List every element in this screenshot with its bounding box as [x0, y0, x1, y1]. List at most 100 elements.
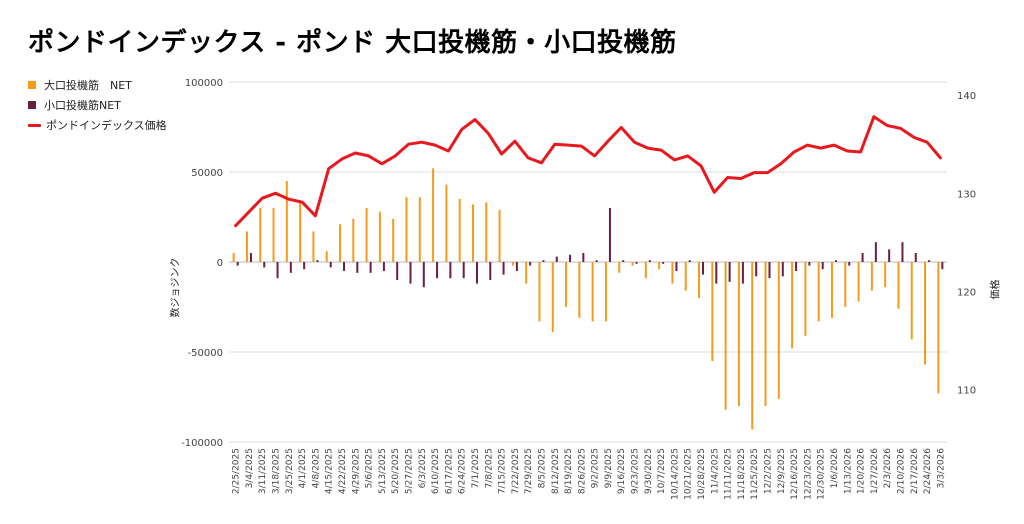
bar-small [582, 253, 585, 262]
bar-large [285, 181, 288, 262]
x-tick-label: 9/2/2025 [591, 448, 601, 488]
x-tick-label: 8/19/2025 [564, 448, 574, 494]
bar-large [578, 262, 581, 318]
bar-small [502, 262, 505, 275]
bar-large [724, 262, 727, 410]
x-tick-label: 9/16/2025 [617, 448, 627, 494]
x-tick-label: 1/6/2026 [830, 448, 840, 489]
bar-large [671, 262, 674, 284]
bar-large [910, 262, 913, 340]
bar-small [781, 262, 784, 277]
bar-small [542, 260, 545, 262]
bar-small [928, 260, 931, 262]
x-tick-label: 7/15/2025 [498, 448, 508, 494]
bar-small [914, 253, 917, 262]
bar-large [830, 262, 833, 318]
x-tick-label: 7/22/2025 [511, 448, 521, 494]
bar-large [325, 251, 328, 262]
legend-label-price: ポンドインデックス価格 [46, 119, 167, 132]
x-tick-label: 3/25/2025 [285, 448, 295, 494]
bar-small [901, 242, 904, 262]
bar-small [396, 262, 399, 280]
x-tick-label: 4/8/2025 [311, 448, 321, 488]
bar-large [498, 209, 501, 262]
legend-label-small: 小口投機筋NET [44, 99, 121, 112]
bar-large [591, 262, 594, 322]
bar-small [303, 262, 306, 270]
bar-large [299, 200, 302, 262]
bar-small [688, 260, 691, 262]
y-tick-label: -50000 [188, 348, 223, 359]
bar-large [604, 262, 607, 322]
x-tick-label: 12/2/2025 [764, 448, 774, 494]
bar-large [937, 262, 940, 394]
x-tick-label: 9/30/2025 [644, 448, 654, 494]
legend-swatch-large [28, 81, 36, 89]
x-tick-label: 12/23/2025 [803, 448, 813, 500]
bar-large [870, 262, 873, 291]
bar-large [565, 262, 568, 307]
bar-small [741, 262, 744, 284]
y-tick-label: 0 [217, 258, 223, 269]
bar-large [525, 262, 528, 284]
x-tick-label: 5/20/2025 [391, 448, 401, 494]
bar-small [715, 262, 718, 284]
x-tick-label: 2/10/2026 [896, 448, 906, 494]
x-tick-label: 12/16/2025 [790, 448, 800, 500]
x-tick-label: 10/28/2025 [697, 448, 707, 500]
y-tick-label: -100000 [181, 438, 223, 449]
bar-large [339, 224, 342, 262]
bar-small [874, 242, 877, 262]
legend-label-large: 大口投機筋 NET [44, 79, 132, 92]
bar-large [232, 253, 235, 262]
x-tick-label: 11/18/2025 [737, 448, 747, 500]
x-tick-label: 6/10/2025 [431, 448, 441, 494]
x-tick-label: 11/25/2025 [750, 448, 760, 500]
bar-small [289, 262, 292, 273]
bar-large [365, 208, 368, 262]
chart-title: ポンドインデックス - ポンド 大口投機筋・小口投機筋 [28, 28, 677, 58]
bar-large [418, 197, 421, 262]
bar-small [821, 262, 824, 270]
bar-small [622, 260, 625, 262]
x-tick-label: 6/24/2025 [458, 448, 468, 494]
bar-large [272, 208, 275, 262]
bar-large [698, 262, 701, 298]
x-tick-label: 1/13/2026 [843, 448, 853, 494]
x-tick-label: 11/11/2025 [724, 448, 734, 500]
x-tick-label: 7/8/2025 [484, 448, 494, 488]
bar-small [276, 262, 279, 279]
bar-small [648, 260, 651, 262]
bar-large [658, 262, 661, 270]
bar-small [475, 262, 478, 284]
bar-large [751, 262, 754, 430]
x-tick-label: 3/4/2025 [245, 448, 255, 488]
bar-large [458, 199, 461, 262]
legend: 大口投機筋 NET 小口投機筋NET ポンドインデックス価格 [28, 76, 167, 136]
bar-small [728, 262, 731, 282]
y-tick-label: 50000 [191, 168, 223, 179]
bar-small [795, 262, 798, 271]
bar-small [635, 262, 638, 264]
bar-small [356, 262, 359, 273]
x-tick-label: 3/18/2025 [272, 448, 282, 494]
x-tick-label: 10/7/2025 [657, 448, 667, 494]
bar-large [737, 262, 740, 406]
x-tick-label: 9/9/2025 [604, 448, 614, 488]
y2-tick-label: 110 [957, 386, 976, 397]
price-line [234, 115, 942, 228]
bar-large [445, 184, 448, 262]
bar-small [702, 262, 705, 275]
bar-small [343, 262, 346, 271]
bar-small [662, 262, 665, 264]
bar-small [462, 262, 465, 279]
x-tick-label: 4/15/2025 [325, 448, 335, 494]
x-tick-label: 6/3/2025 [418, 448, 428, 488]
bar-large [817, 262, 820, 322]
y2-tick-label: 120 [957, 287, 976, 298]
x-tick-label: 10/21/2025 [684, 448, 694, 500]
x-tick-label: 7/1/2025 [471, 448, 481, 488]
bar-large [392, 218, 395, 262]
bar-small [888, 249, 891, 262]
